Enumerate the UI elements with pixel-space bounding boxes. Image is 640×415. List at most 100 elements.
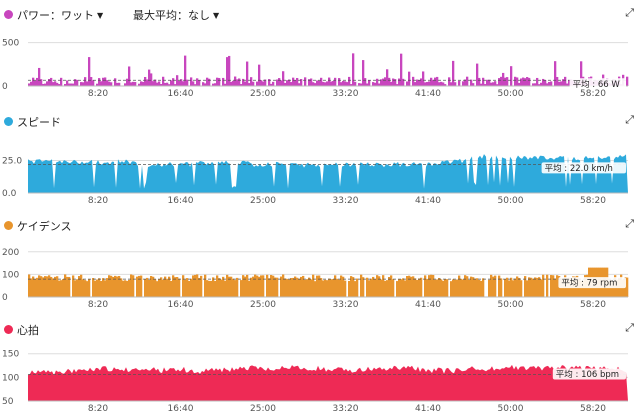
bar [268,278,271,297]
bar [416,79,419,86]
bar [134,81,137,86]
power-metric-dropdown[interactable]: パワー：ワット ▼ [17,7,103,23]
bar [248,280,251,297]
bar [178,278,181,297]
bar [284,278,287,297]
bar [526,77,529,86]
bar [208,280,211,297]
power-chart: 500 0 8:20 16:40 25:00 33:20 41:40 50:00 58:20 平均… [0,28,640,100]
x-tick-label: 25:00 [250,300,276,310]
bar [380,79,383,86]
bar [222,276,225,297]
bar [228,276,231,297]
bar [48,79,51,86]
bar [294,80,297,86]
bar [528,77,531,86]
bar [402,278,405,297]
bar [38,67,41,86]
bar [46,81,49,86]
bar [454,82,457,86]
x-tick-label: 41:40 [415,196,441,206]
bar [504,77,507,86]
bar [30,278,33,297]
bar [108,81,111,86]
bar [414,82,417,86]
bar [198,80,201,86]
bar [46,276,49,297]
bar [562,79,565,86]
bar [412,76,415,86]
bar [244,276,247,297]
bar [452,279,455,297]
bar [476,63,479,86]
expand-icon[interactable]: ⤢ [625,113,634,126]
bar [538,277,541,297]
bar [34,80,37,86]
bar [320,77,323,86]
bar [104,77,107,86]
bar [554,61,557,86]
bar [372,276,375,297]
bar [436,279,439,297]
bar [546,83,549,86]
bar [356,278,359,297]
bar [402,78,405,86]
bar [482,77,485,86]
bar [162,279,165,297]
bar [514,278,517,297]
bar [390,275,393,297]
bar [216,275,219,297]
expand-icon[interactable]: ⤢ [625,6,634,19]
average-label: 平均 : 22.0 km/h [545,163,613,174]
bar [496,84,499,86]
bar [278,78,281,86]
bar [416,280,419,297]
bar [548,81,551,86]
max-average-dropdown[interactable]: 最大平均：なし ▼ [133,7,219,23]
bar [426,82,429,86]
bar [158,279,161,297]
bar [270,83,273,86]
bar [226,57,229,86]
bar [310,78,313,86]
bar [292,277,295,297]
speed-panel: スピード ⤢ 25.0 0.0 8:20 16:40 25:00 33:20 41:40 50… [0,113,640,207]
bar [52,278,55,297]
bar [254,274,257,297]
bar [42,277,45,297]
bar [168,84,171,86]
bar [504,279,507,297]
bar [274,277,277,297]
bar [290,278,293,297]
bar [494,275,497,297]
bar [154,79,157,86]
bar [306,279,309,297]
bar [244,81,247,86]
expand-icon[interactable]: ⤢ [625,321,634,334]
bar [482,278,485,297]
bar [164,82,167,86]
bar [60,280,63,297]
bar [386,280,389,297]
bar [304,77,307,86]
bar [234,76,237,86]
bar [158,81,161,86]
cadence-panel: ケイデンス ⤢ 200 100 0 8:20 16:40 25:00 33:20 41:40 5… [0,217,640,311]
expand-icon[interactable]: ⤢ [625,217,634,230]
bar [500,76,503,86]
bar [450,82,453,86]
bar [288,79,291,86]
x-tick-label: 8:20 [88,89,108,99]
bar [450,281,453,297]
bar [90,77,93,86]
bar [192,81,195,86]
x-tick-label: 33:20 [333,404,359,414]
bar [434,279,437,297]
bar [156,82,159,86]
max-average-label: 最大平均：なし [133,9,210,22]
bar [240,280,243,297]
bar [232,80,235,86]
bar [258,64,261,86]
bar [330,81,333,86]
bar [294,276,297,297]
